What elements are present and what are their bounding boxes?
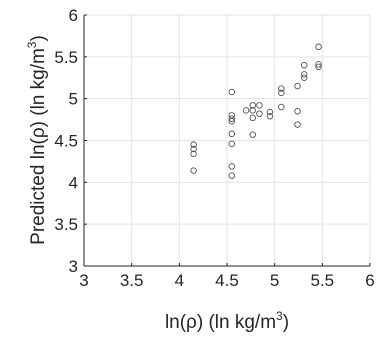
x-tick-label: 6 <box>365 271 374 290</box>
y-tick-label: 6 <box>69 6 78 25</box>
data-point <box>294 82 301 90</box>
data-point <box>190 167 197 174</box>
x-axis-label: ln(ρ) (ln kg/m3) <box>165 309 289 333</box>
data-point <box>256 110 263 117</box>
y-axis-label: Predicted ln(ρ) (ln kg/m3) <box>25 35 49 245</box>
y-tick-label: 4 <box>69 173 78 192</box>
data-point <box>315 63 322 71</box>
data-point <box>249 114 256 122</box>
data-point <box>315 61 322 68</box>
y-tick-label: 5.5 <box>54 48 78 67</box>
y-tick-label: 3 <box>69 257 78 276</box>
x-tick-label: 5.5 <box>311 271 335 290</box>
data-point <box>278 85 285 92</box>
data-point <box>249 107 256 114</box>
data-point <box>266 108 274 116</box>
data-point <box>278 103 285 111</box>
data-point <box>190 141 197 148</box>
data-point <box>190 145 197 153</box>
axes <box>83 14 371 267</box>
data-point <box>228 163 236 170</box>
data-point <box>300 71 308 78</box>
data-point <box>190 150 197 158</box>
data-point <box>228 112 236 119</box>
data-point <box>228 140 236 148</box>
data-point <box>300 74 308 81</box>
data-point <box>294 107 301 115</box>
data-point <box>228 172 236 179</box>
data-points <box>190 43 322 179</box>
data-point <box>315 43 322 51</box>
grid-lines <box>83 14 371 267</box>
x-tick-label: 5 <box>270 271 279 290</box>
data-point <box>228 130 236 138</box>
data-point <box>294 121 301 128</box>
data-point <box>278 89 285 97</box>
y-tick-label: 5 <box>69 90 78 109</box>
data-point <box>249 131 256 138</box>
x-tick-label: 3.5 <box>120 271 144 290</box>
data-point <box>228 115 236 122</box>
data-point <box>228 88 236 96</box>
data-point <box>242 107 250 114</box>
x-tick-label: 4 <box>175 271 184 290</box>
y-tick-labels: 3 3.5 4 4.5 5 5.5 6 <box>54 6 78 276</box>
y-tick-label: 4.5 <box>54 132 78 151</box>
data-point <box>300 61 308 69</box>
data-point <box>249 102 256 109</box>
data-point <box>256 102 263 109</box>
data-point <box>266 112 274 120</box>
x-tick-label: 3 <box>79 271 88 290</box>
x-tick-labels: 3 3.5 4 4.5 5 5.5 6 <box>79 271 374 290</box>
x-tick-label: 4.5 <box>215 271 239 290</box>
y-tick-label: 3.5 <box>54 215 78 234</box>
